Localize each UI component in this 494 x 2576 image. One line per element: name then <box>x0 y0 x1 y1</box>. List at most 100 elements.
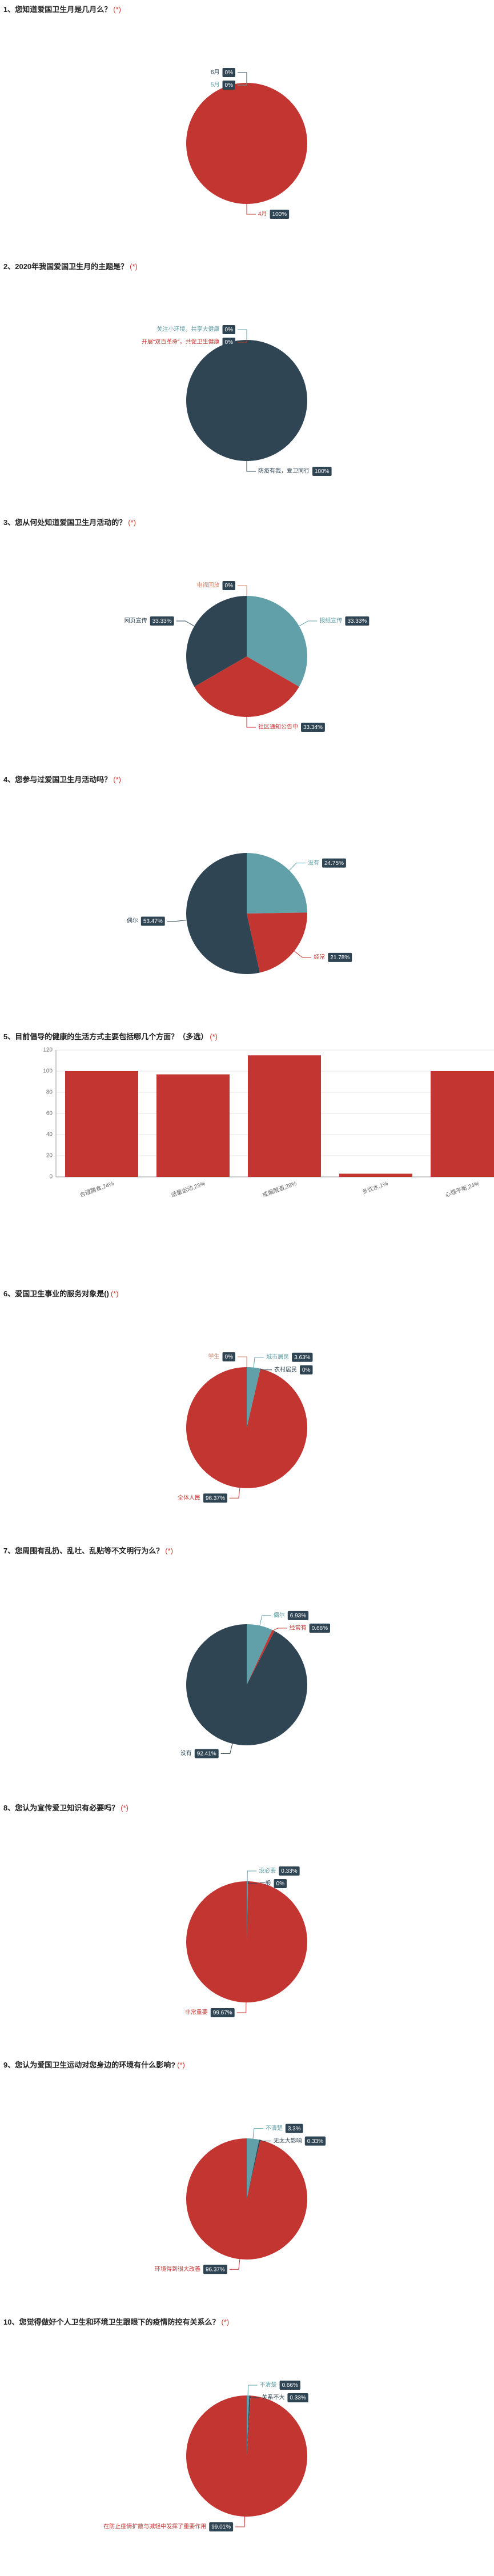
slice-label-text: 关注小环境，共享大健康 <box>157 326 220 333</box>
pie-slice <box>247 2140 260 2199</box>
percent-badge <box>194 1749 219 1758</box>
label-leader-line <box>238 1356 247 1367</box>
slice-percent: 0% <box>225 327 234 333</box>
pie-slice <box>247 2395 250 2456</box>
percent-badge <box>150 616 174 626</box>
question-6: 6、爱国卫生事业的服务对象是() (*) 城市居民 3.63% 农村居民 0% 学生 0% 全… <box>0 1289 494 1540</box>
question-text: 5、目前倡导的健康的生活方式主要包括哪几个方面？（多选） <box>3 1032 208 1041</box>
percent-badge <box>274 1879 287 1889</box>
question-text: 3、您从何处知道爱国卫生月活动的？ <box>3 518 127 527</box>
required-mark: (*) <box>221 2318 230 2326</box>
slice-label: 无太大影响 0.33% <box>274 2136 326 2146</box>
question-title: 3、您从何处知道爱国卫生月活动的？ (*) <box>3 518 136 528</box>
slice-label: 学生 0% <box>208 1352 235 1361</box>
slice-label-text: 不清楚 <box>266 2124 283 2132</box>
slice-label-text: 网页宣传 <box>124 617 147 624</box>
question-9: 9、您认为爱国卫生运动对您身边的环境有什么影响? (*) 不清楚 3.3% 无太大影响… <box>0 2060 494 2311</box>
slice-label: 6月 0% <box>211 68 235 77</box>
pie-chart: 偶尔 6.93% 经常有 0.66% 没有 92.41% <box>180 1610 330 1758</box>
label-leader-line <box>294 951 312 958</box>
y-tick-label: 0 <box>49 1174 53 1180</box>
slice-label: 农村居民 0% <box>274 1365 313 1375</box>
slice-percent: 96.37% <box>206 1495 225 1501</box>
slice-label: 开展“双百革命”，共促卫生健康 0% <box>142 338 235 347</box>
question-4: 4、您参与过爱国卫生月活动吗？ (*) 没有 24.75% 经常 21.78% 偶尔 53.… <box>0 775 494 1026</box>
label-leader-line <box>236 2002 247 2013</box>
slice-label-text: 报纸宣传 <box>319 617 342 624</box>
question-text: 4、您参与过爱国卫生月活动吗？ <box>3 775 112 784</box>
pie-slice <box>186 1624 307 1745</box>
percent-badge <box>222 581 235 590</box>
label-leader-line <box>289 863 306 871</box>
x-tick-label: 合理膳食,24% <box>79 1180 115 1199</box>
x-tick-label: 适量运动,23% <box>170 1180 206 1199</box>
pie-slice <box>247 1624 272 1685</box>
y-tick-label: 80 <box>46 1089 53 1096</box>
slice-label-text: 没有 <box>308 859 319 866</box>
slice-label: 偶尔 53.47% <box>127 916 165 926</box>
label-leader-line <box>253 1357 264 1368</box>
question-text: 9、您认为爱国卫生运动对您身边的环境有什么影响? <box>3 2061 176 2069</box>
label-leader-line <box>238 72 247 83</box>
percent-badge <box>345 616 370 626</box>
slice-label: 经常有 0.66% <box>290 1623 330 1633</box>
bar <box>248 1055 321 1177</box>
question-10: 10、您觉得做好个人卫生和环境卫生跟眼下的疫情防控有关系么？ (*) 不清楚 0.6… <box>0 2317 494 2574</box>
x-tick-label: 戒烟限酒,28% <box>262 1180 298 1199</box>
percent-badge <box>328 952 352 962</box>
pie-slice <box>194 656 299 717</box>
slice-label: 不清楚 3.3% <box>266 2124 303 2133</box>
pie-slice <box>247 1881 248 1942</box>
x-tick-label: 心理平衡,24% <box>444 1180 480 1199</box>
question-text: 2、2020年我国爱国卫生月的主题是？ <box>3 262 128 271</box>
required-mark: (*) <box>210 1032 218 1041</box>
required-mark: (*) <box>113 5 121 14</box>
percent-badge <box>301 723 325 732</box>
label-leader-line <box>238 329 247 340</box>
pie-chart: 不清楚 3.3% 无太大影响 0.33% 环境得到很大改善 96.37% <box>155 2124 326 2274</box>
slice-percent: 3.3% <box>288 2126 301 2132</box>
y-tick-label: 20 <box>46 1153 53 1159</box>
pie-slice <box>186 596 247 687</box>
bar <box>65 1071 138 1177</box>
percent-badge <box>304 2136 326 2146</box>
slice-percent: 21.78% <box>330 955 350 961</box>
percent-badge <box>222 68 235 77</box>
question-title: 4、您参与过爱国卫生月活动吗？ (*) <box>3 775 121 785</box>
percent-badge <box>209 2522 234 2531</box>
percent-badge <box>222 81 235 90</box>
percent-badge <box>287 2393 308 2403</box>
label-leader-line <box>238 585 247 596</box>
question-7: 7、您周围有乱扔、乱吐、乱贴等不文明行为么？ (*) 偶尔 6.93% 经常有 0.66… <box>0 1546 494 1797</box>
percent-badge <box>292 1352 313 1362</box>
y-tick-label: 120 <box>43 1047 53 1053</box>
slice-percent: 0.33% <box>307 2138 323 2145</box>
slice-label: 非常重要 99.67% <box>185 2008 235 2017</box>
y-tick-label: 40 <box>46 1132 53 1138</box>
required-mark: (*) <box>130 262 138 271</box>
percent-badge <box>279 2381 300 2390</box>
slice-label-text: 全体人民 <box>178 1494 200 1501</box>
slice-label-text: 电视回放 <box>197 582 220 589</box>
slice-label-text: 在防止疫情扩散与减轻中发挥了重要作用 <box>103 2523 206 2530</box>
slice-label-text: 开展“双百革命”，共促卫生健康 <box>142 338 220 346</box>
pie-chart: 城市居民 3.63% 农村居民 0% 学生 0% 全体人民 96.37% <box>178 1352 313 1503</box>
slice-percent: 0% <box>302 1367 311 1373</box>
pie-slice <box>186 340 307 461</box>
label-leader-line <box>220 1743 233 1754</box>
slice-percent: 33.34% <box>303 724 323 731</box>
slice-label: 没有 92.41% <box>180 1749 219 1758</box>
slice-label: 一般 0% <box>260 1879 287 1889</box>
label-leader-line <box>246 204 256 215</box>
bar <box>339 1173 412 1177</box>
label-leader-line <box>247 1870 257 1882</box>
question-text: 6、爱国卫生事业的服务对象是() <box>3 1289 109 1298</box>
slice-label-text: 环境得到很大改善 <box>155 2265 200 2273</box>
question-text: 1、您知道爱国卫生月是几月么？ <box>3 5 112 14</box>
pie-chart: 没有 24.75% 经常 21.78% 偶尔 53.47% <box>127 853 352 974</box>
pie-slice <box>247 1367 260 1428</box>
pie-chart: 报纸宣传 33.33% 社区通知公告中 33.34% 电视回放 0% 网页宣传 33.33% <box>124 581 370 732</box>
pie-slice <box>186 83 307 204</box>
slice-label-text: 5月 <box>211 82 220 89</box>
